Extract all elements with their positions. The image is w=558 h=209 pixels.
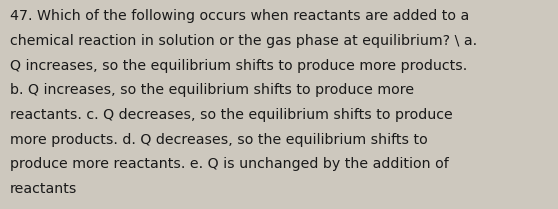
Text: b. Q increases, so the equilibrium shifts to produce more: b. Q increases, so the equilibrium shift… [10,83,414,97]
Text: chemical reaction in solution or the gas phase at equilibrium? \ a.: chemical reaction in solution or the gas… [10,34,477,48]
Text: produce more reactants. e. Q is unchanged by the addition of: produce more reactants. e. Q is unchange… [10,157,449,171]
Text: reactants: reactants [10,182,78,196]
Text: more products. d. Q decreases, so the equilibrium shifts to: more products. d. Q decreases, so the eq… [10,133,428,147]
Text: 47. Which of the following occurs when reactants are added to a: 47. Which of the following occurs when r… [10,9,469,23]
Text: Q increases, so the equilibrium shifts to produce more products.: Q increases, so the equilibrium shifts t… [10,59,467,73]
Text: reactants. c. Q decreases, so the equilibrium shifts to produce: reactants. c. Q decreases, so the equili… [10,108,453,122]
